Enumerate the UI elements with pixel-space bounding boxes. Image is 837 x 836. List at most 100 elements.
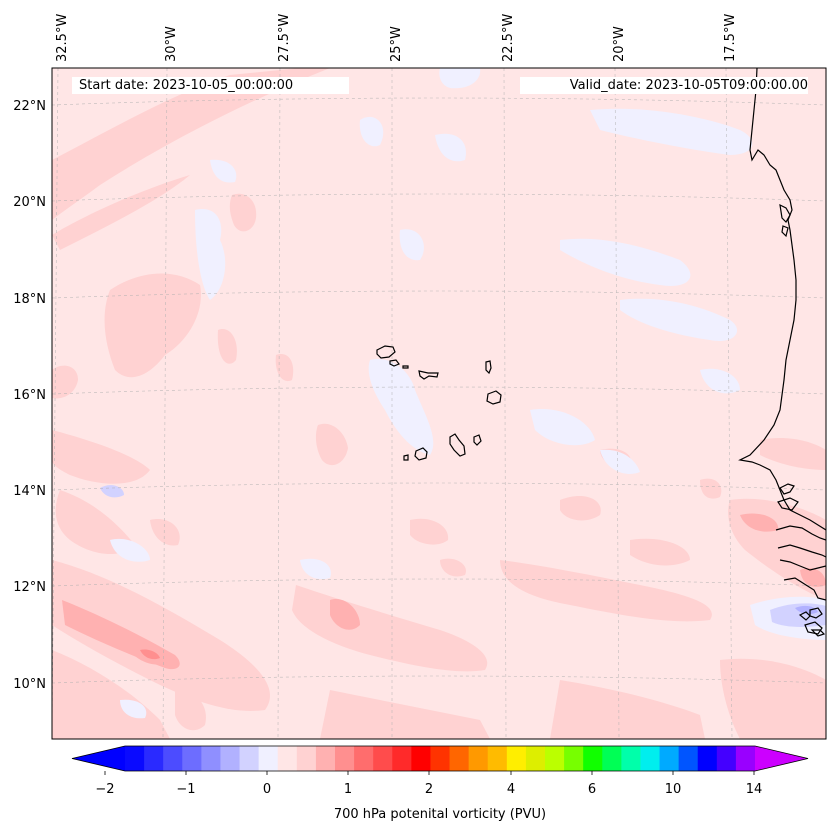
colorbar-segment	[545, 746, 565, 771]
meridian-line	[503, 68, 507, 739]
colorbar-segment	[506, 746, 527, 771]
colorbar-under-extension	[72, 746, 125, 771]
colorbar-over-extension	[755, 746, 808, 771]
colorbar-segment	[640, 746, 661, 771]
gridlines	[52, 68, 826, 739]
longitude-tick-label: 20°W	[612, 26, 627, 62]
colorbar-segment	[373, 746, 393, 771]
parallel-line	[52, 386, 826, 395]
colorbar-segment	[659, 746, 680, 771]
colorbar-segment	[583, 746, 603, 771]
pv-contour-dark-red	[140, 649, 160, 660]
start-date-box: Start date: 2023-10-05_00:00:00	[72, 77, 349, 94]
colorbar-segment	[125, 746, 145, 771]
island-sal	[485, 360, 492, 375]
latitude-labels: 22°N 20°N 18°N 16°N 14°N 12°N 10°N	[13, 99, 46, 692]
colorbar-segment	[277, 746, 298, 771]
map-frame	[51, 67, 827, 740]
colorbar-outline	[71, 745, 809, 772]
valid-date-label: Valid_date: 2023-10-05T09:00:00.00	[569, 78, 808, 93]
colorbar-segment	[392, 746, 412, 771]
longitude-labels: 32.5°W 30°W 27.5°W 25°W 22.5°W 20°W 17.5°W	[55, 14, 738, 62]
map-panel	[52, 68, 826, 739]
colorbar-segment	[201, 746, 221, 771]
meridian-line	[614, 68, 620, 739]
colorbar-segment	[468, 746, 489, 771]
valid-date-box: Valid_date: 2023-10-05T09:00:00.00	[520, 77, 808, 94]
longitude-tick-label: 17.5°W	[723, 14, 738, 62]
island-santo-antao	[376, 345, 396, 359]
colorbar-segment	[430, 746, 451, 771]
colorbar-segment	[621, 746, 641, 771]
parallel-line	[52, 675, 826, 684]
island-sao-nicolau	[418, 370, 439, 380]
longitude-tick-label: 27.5°W	[277, 14, 292, 62]
island-sao-vicente	[389, 359, 400, 367]
colorbar-segment	[525, 746, 546, 771]
colorbar-segment	[315, 746, 336, 771]
colorbar-tick-label: 6	[588, 782, 596, 797]
meridian-line	[52, 68, 59, 739]
latitude-tick-label: 16°N	[13, 388, 46, 403]
longitude-tick-label: 30°W	[164, 26, 179, 62]
colorbar-tick-label: 10	[665, 782, 682, 797]
colorbar-segment	[716, 746, 737, 771]
parallel-line	[52, 578, 826, 587]
meridian-line	[277, 68, 281, 739]
parallel-line	[52, 482, 826, 491]
colorbar-segment	[678, 746, 699, 771]
pv-contour-medium-blue	[795, 605, 818, 615]
colorbar-segment	[449, 746, 470, 771]
colorbar-tick-label: 4	[507, 782, 515, 797]
longitude-tick-label: 22.5°W	[501, 14, 516, 62]
colorbar-tick-label: 1	[344, 782, 352, 797]
colorbar-segment	[296, 746, 317, 771]
latitude-tick-label: 14°N	[13, 484, 46, 499]
colorbar	[71, 745, 809, 772]
colorbar-segment	[335, 746, 355, 771]
colorbar-tick-label: 2	[425, 782, 433, 797]
parallel-line	[52, 290, 826, 299]
colorbar-segment	[144, 746, 164, 771]
colorbar-tick-label: −1	[176, 782, 195, 797]
latitude-tick-label: 18°N	[13, 292, 46, 307]
colorbar-tick-label: 0	[263, 782, 271, 797]
colorbar-tick-label: 14	[746, 782, 763, 797]
colorbar-segment	[697, 746, 718, 771]
colorbar-segment	[735, 746, 756, 771]
latitude-tick-label: 20°N	[13, 195, 46, 210]
longitude-tick-label: 25°W	[389, 26, 404, 62]
latitude-tick-label: 12°N	[13, 580, 46, 595]
colorbar-segment	[564, 746, 584, 771]
island-brava	[403, 454, 409, 461]
pv-contour-light-blue	[110, 68, 826, 719]
island-boa-vista	[486, 390, 502, 405]
colorbar-segment	[487, 746, 508, 771]
island-fogo	[414, 447, 428, 461]
meridian-line	[725, 68, 733, 739]
island-santiago	[449, 433, 466, 457]
parallel-line	[52, 193, 826, 202]
latitude-tick-label: 22°N	[13, 99, 46, 114]
africa-coastline	[738, 68, 826, 637]
colorbar-segment	[220, 746, 241, 771]
colorbar-segment	[239, 746, 260, 771]
colorbar-ticks: −2 −1 0 1 2 4 6 10 14	[95, 771, 762, 797]
cape-verde-islands	[376, 345, 502, 461]
island-santa-luzia	[402, 365, 409, 369]
longitude-tick-label: 32.5°W	[55, 14, 70, 62]
start-date-label: Start date: 2023-10-05_00:00:00	[79, 78, 294, 93]
latitude-tick-label: 10°N	[13, 677, 46, 692]
colorbar-tick-label: −2	[95, 782, 114, 797]
colorbar-title: 700 hPa potenital vorticity (PVU)	[333, 807, 547, 822]
island-maio	[473, 434, 482, 446]
colorbar-segment	[354, 746, 374, 771]
meridian-line	[162, 68, 168, 739]
parallel-line	[52, 97, 826, 106]
colorbar-segment	[411, 746, 431, 771]
colorbar-segment	[163, 746, 183, 771]
colorbar-segment	[182, 746, 202, 771]
colorbar-segment	[258, 746, 279, 771]
colorbar-segment	[602, 746, 622, 771]
